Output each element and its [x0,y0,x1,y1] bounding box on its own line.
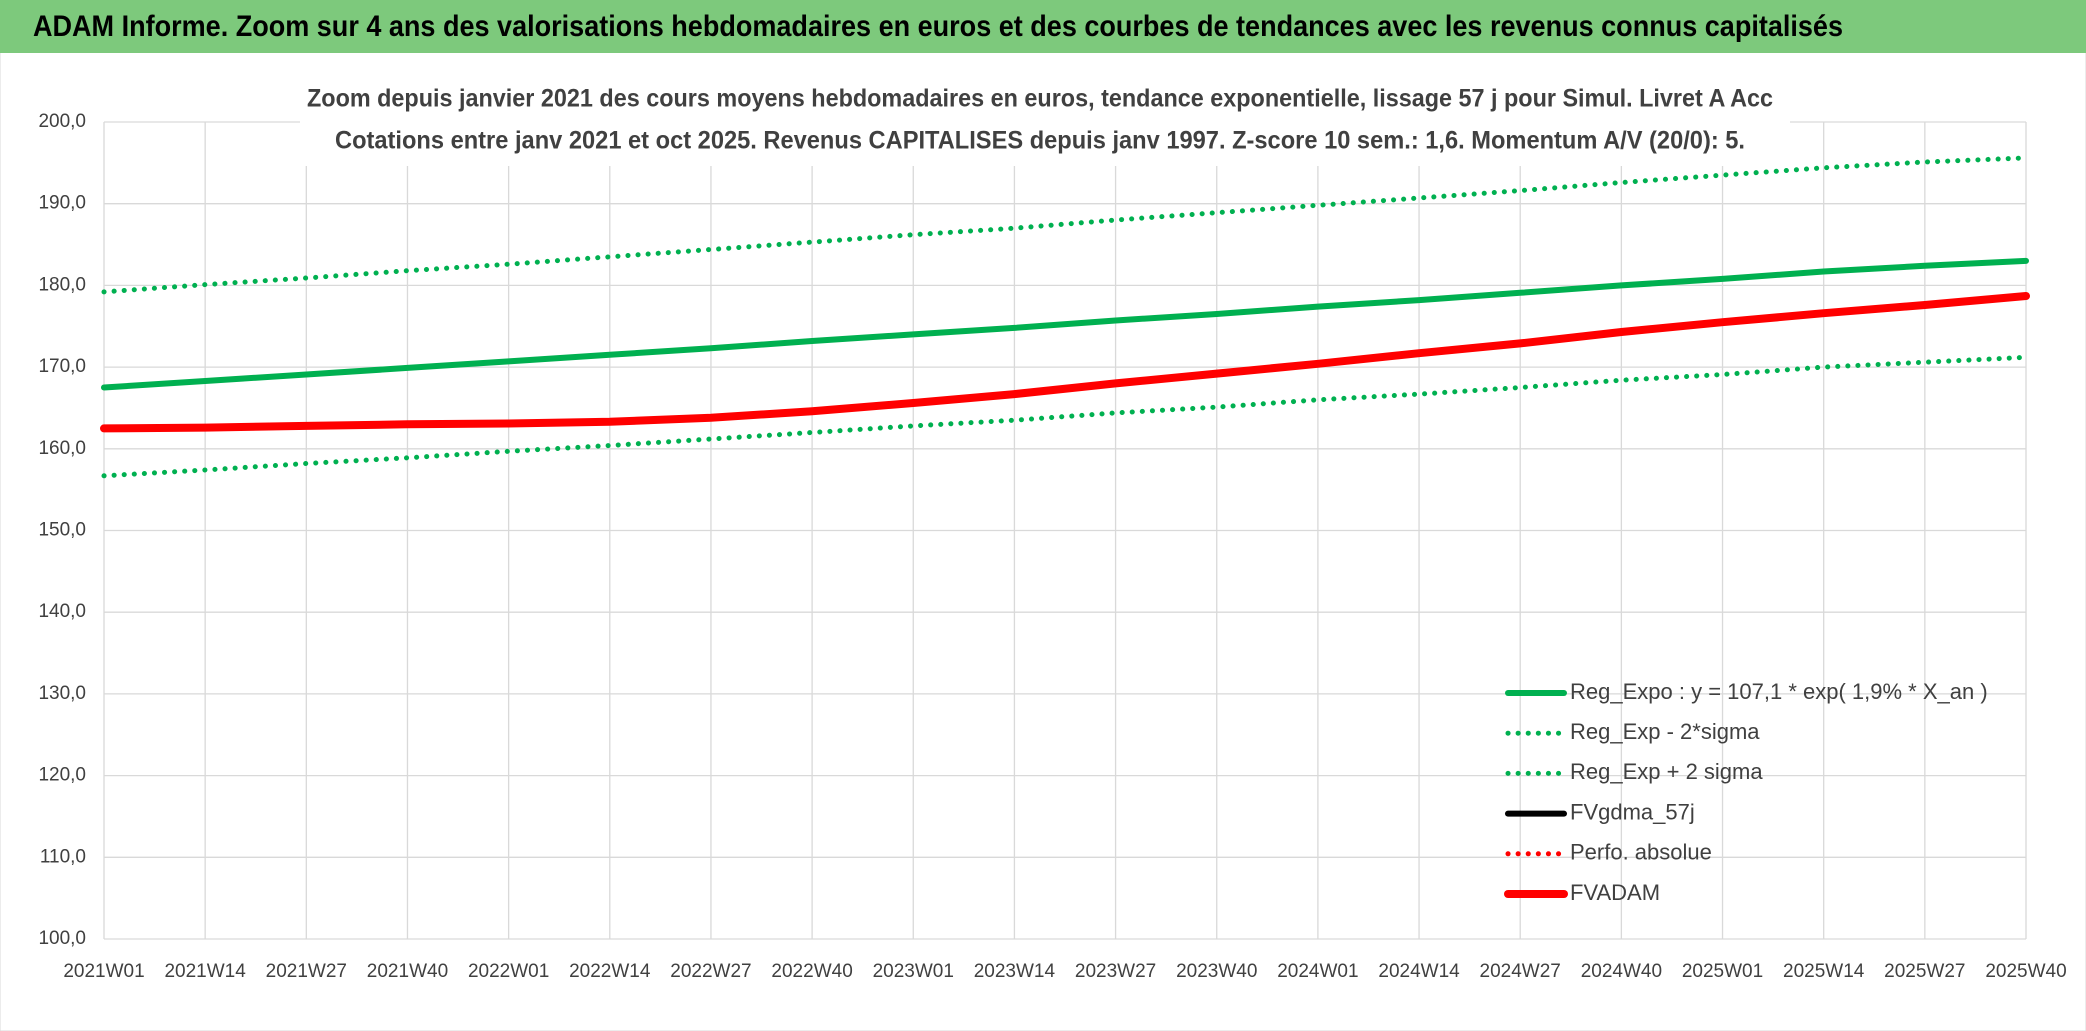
y-tick-label: 100,0 [38,928,86,949]
x-tick-label: 2024W14 [1378,961,1460,982]
series-line [101,354,2029,479]
x-tick-label: 2025W27 [1884,961,1965,982]
x-tick-label: 2024W27 [1480,961,1561,982]
y-tick-label: 130,0 [38,683,86,704]
x-tick-label: 2023W40 [1176,961,1257,982]
y-tick-label: 150,0 [38,520,86,541]
legend-label: FVgdma_57j [1570,799,1695,824]
y-tick-label: 200,0 [38,111,86,132]
legend: Reg_Expo : y = 107,1 * exp( 1,9% * X_an … [1504,679,1988,905]
x-tick-label: 2023W14 [974,961,1056,982]
title-backdrop [300,80,1790,166]
y-tick-label: 110,0 [40,846,86,867]
x-tick-label: 2024W01 [1277,961,1358,982]
x-tick-label: 2022W40 [771,961,852,982]
legend-label: Reg_Exp + 2 sigma [1570,759,1763,784]
legend-label: Perfo. absolue [1570,840,1712,865]
x-tick-label: 2022W14 [569,961,651,982]
x-tick-label: 2025W14 [1783,961,1865,982]
series-line [101,257,2029,391]
header-bar [0,0,2086,53]
chart-subtitle: Cotations entre janv 2021 et oct 2025. R… [335,127,1745,155]
x-tick-label: 2022W01 [468,961,549,982]
y-tick-label: 120,0 [38,765,86,786]
x-tick-label: 2025W01 [1682,961,1763,982]
y-tick-label: 190,0 [38,193,86,214]
series-line [100,292,2030,433]
plot-area: 100,0 110,0 120,0 130,0 140,0 150,0 160,0 170,0… [38,111,2066,982]
x-tick-label: 2021W01 [63,961,144,982]
x-tick-label: 2022W27 [670,961,751,982]
series-line [101,155,2029,295]
y-tick-label: 180,0 [38,274,86,295]
x-tick-label: 2023W01 [873,961,954,982]
x-tick-label: 2023W27 [1075,961,1156,982]
legend-label: Reg_Exp - 2*sigma [1570,719,1760,744]
y-tick-label: 160,0 [38,438,86,459]
x-tick-label: 2025W40 [1985,961,2066,982]
chart-title: Zoom depuis janvier 2021 des cours moyen… [307,85,1773,113]
x-tick-label: 2021W40 [367,961,448,982]
x-tick-label: 2024W40 [1581,961,1662,982]
header-title: ADAM Informe. Zoom sur 4 ans des valoris… [33,10,1843,43]
legend-label: Reg_Expo : y = 107,1 * exp( 1,9% * X_an … [1570,679,1988,704]
y-tick-label: 140,0 [38,601,86,622]
y-tick-label: 170,0 [38,356,86,377]
x-tick-label: 2021W14 [164,961,246,982]
legend-label: FVADAM [1570,880,1660,905]
x-tick-label: 2021W27 [266,961,347,982]
